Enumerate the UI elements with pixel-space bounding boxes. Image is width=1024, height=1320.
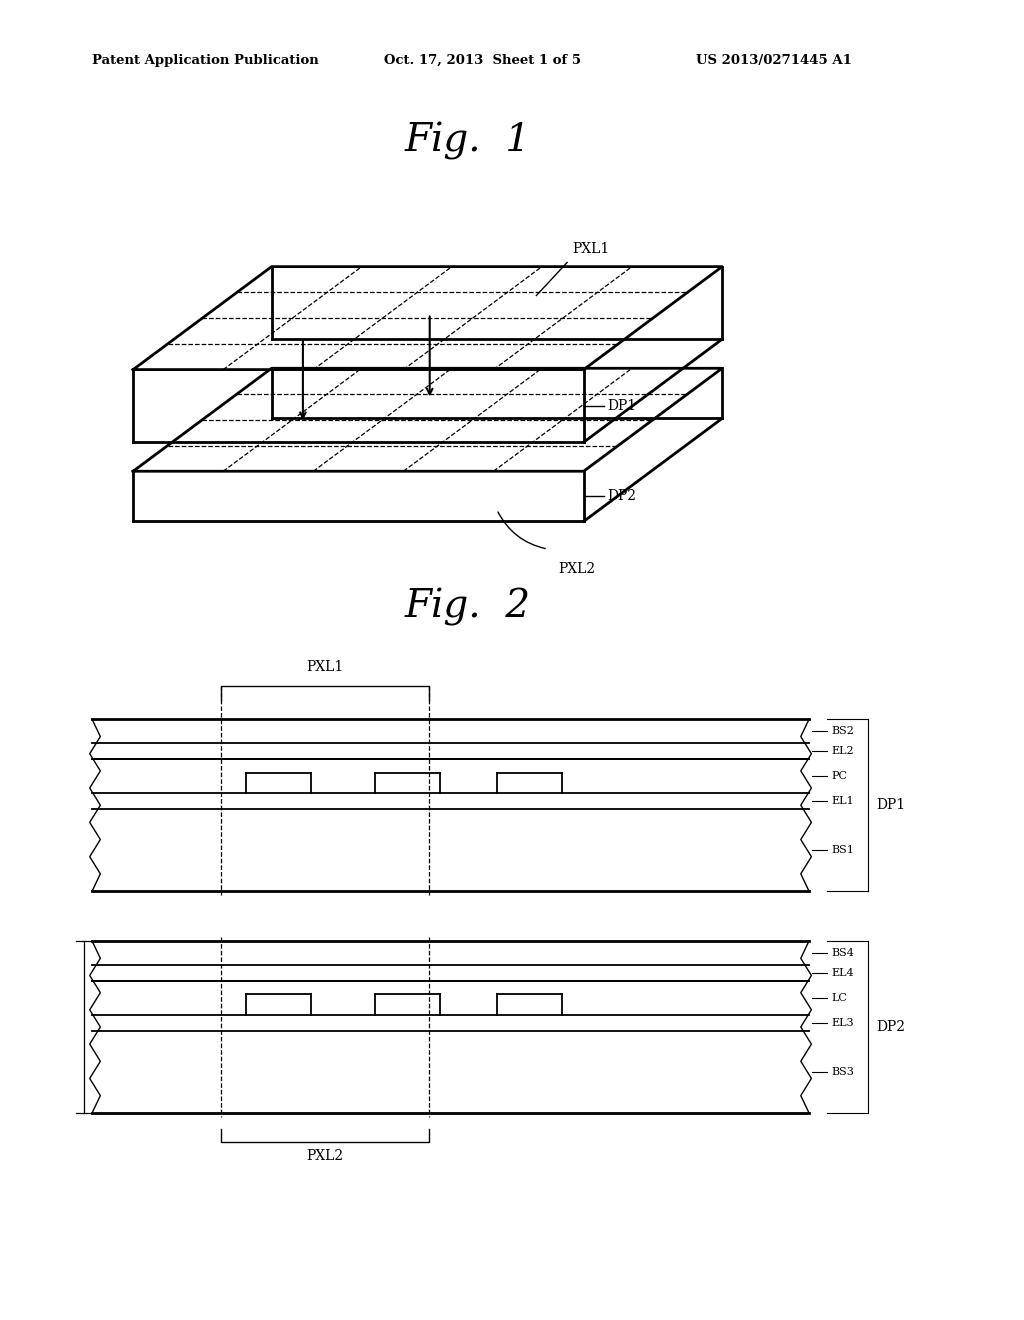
Text: PXL1: PXL1 [306,660,344,673]
Text: PXL2: PXL2 [306,1150,344,1163]
Text: BS2: BS2 [831,726,854,737]
Text: EL2: EL2 [831,746,854,756]
Text: BS4: BS4 [831,948,854,958]
Text: PC: PC [831,771,848,781]
Text: Fig.  1: Fig. 1 [404,123,530,160]
Text: Oct. 17, 2013  Sheet 1 of 5: Oct. 17, 2013 Sheet 1 of 5 [384,54,581,67]
Text: DP2: DP2 [607,490,636,503]
Text: DP1: DP1 [607,399,636,413]
Text: Fig.  2: Fig. 2 [404,589,530,626]
Text: EL1: EL1 [831,796,854,807]
Text: LC: LC [831,993,848,1003]
Text: Patent Application Publication: Patent Application Publication [92,54,318,67]
Text: US 2013/0271445 A1: US 2013/0271445 A1 [696,54,852,67]
Text: BS3: BS3 [831,1067,854,1077]
Text: PXL2: PXL2 [558,562,595,576]
Text: BS1: BS1 [831,845,854,855]
Text: EL4: EL4 [831,968,854,978]
Text: EL3: EL3 [831,1018,854,1028]
Text: PXL1: PXL1 [572,242,609,256]
Text: DP1: DP1 [877,799,905,812]
Text: DP2: DP2 [877,1020,905,1034]
